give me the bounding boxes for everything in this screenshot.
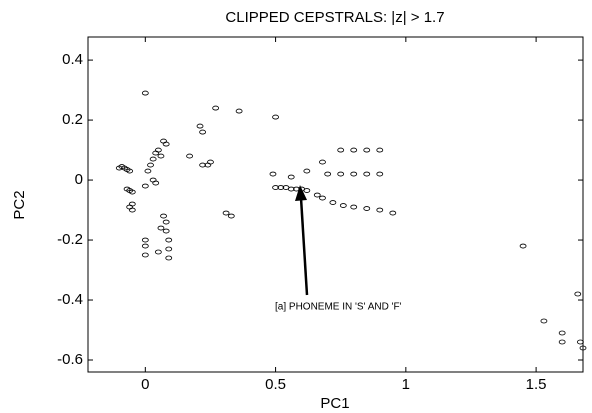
point (303, 188, 311, 193)
arrow-head (295, 185, 307, 201)
point (227, 213, 235, 219)
point (339, 203, 347, 208)
point (350, 171, 358, 177)
point (363, 171, 371, 177)
x-axis-label: PC1 (320, 395, 349, 412)
point (154, 249, 162, 255)
y-tick-label: -0.6 (57, 351, 83, 368)
point (141, 237, 149, 243)
point (162, 141, 170, 147)
point (329, 200, 337, 205)
x-tick-label: 0 (141, 376, 149, 393)
y-tick-label: -0.4 (57, 291, 83, 308)
point (319, 159, 326, 165)
point (162, 219, 170, 225)
y-tick-label: 0 (75, 171, 83, 188)
point (126, 168, 134, 174)
chart-title: CLIPPED CEPSTRALS: |z| > 1.7 (225, 9, 444, 26)
point (350, 147, 358, 153)
point (196, 123, 204, 129)
point (186, 153, 194, 159)
x-tick-label: 1.5 (526, 376, 547, 393)
point (165, 255, 173, 261)
point (222, 210, 230, 216)
point (272, 114, 279, 120)
point (389, 210, 397, 216)
point (152, 180, 160, 186)
point (363, 206, 371, 211)
annotation-arrow (299, 197, 309, 296)
point (558, 339, 566, 345)
point (350, 204, 358, 210)
point (162, 228, 170, 234)
point (376, 171, 384, 177)
point (337, 171, 345, 177)
point (558, 330, 566, 336)
point (165, 237, 173, 243)
point (303, 168, 311, 174)
point (579, 345, 587, 351)
point (287, 174, 295, 180)
point (576, 339, 584, 345)
point (207, 159, 214, 165)
point (141, 243, 149, 249)
y-tick-label: 0.4 (62, 51, 83, 68)
y-axis-label: PC2 (11, 190, 28, 219)
point (319, 195, 326, 201)
point (363, 147, 371, 153)
point (141, 90, 149, 96)
point (540, 318, 548, 324)
point (269, 171, 277, 177)
point (160, 213, 167, 219)
point (144, 168, 152, 174)
annotation: [a] PHONEME IN 'S' AND 'F' (275, 302, 402, 313)
point (141, 183, 149, 189)
point (337, 147, 345, 153)
point (574, 291, 582, 297)
point (199, 129, 207, 135)
point (154, 147, 162, 153)
point (149, 156, 157, 162)
point (235, 108, 243, 114)
point (157, 153, 165, 159)
point (147, 162, 154, 168)
y-tick-label: 0.2 (62, 111, 83, 128)
point (519, 243, 527, 249)
x-tick-label: 1 (402, 376, 410, 393)
point (324, 171, 332, 177)
y-tick-label: -0.2 (57, 231, 83, 248)
point (141, 252, 149, 258)
point (212, 105, 220, 111)
point (199, 162, 207, 168)
point (293, 186, 300, 192)
point (157, 225, 165, 231)
point (376, 147, 384, 153)
plot-frame (87, 36, 584, 373)
point (277, 185, 285, 190)
x-tick-label: 0.5 (265, 376, 286, 393)
point (165, 246, 173, 252)
point (313, 192, 321, 198)
point (376, 207, 384, 213)
point (128, 189, 136, 195)
point (128, 207, 136, 213)
point (272, 185, 279, 190)
point (287, 186, 295, 192)
